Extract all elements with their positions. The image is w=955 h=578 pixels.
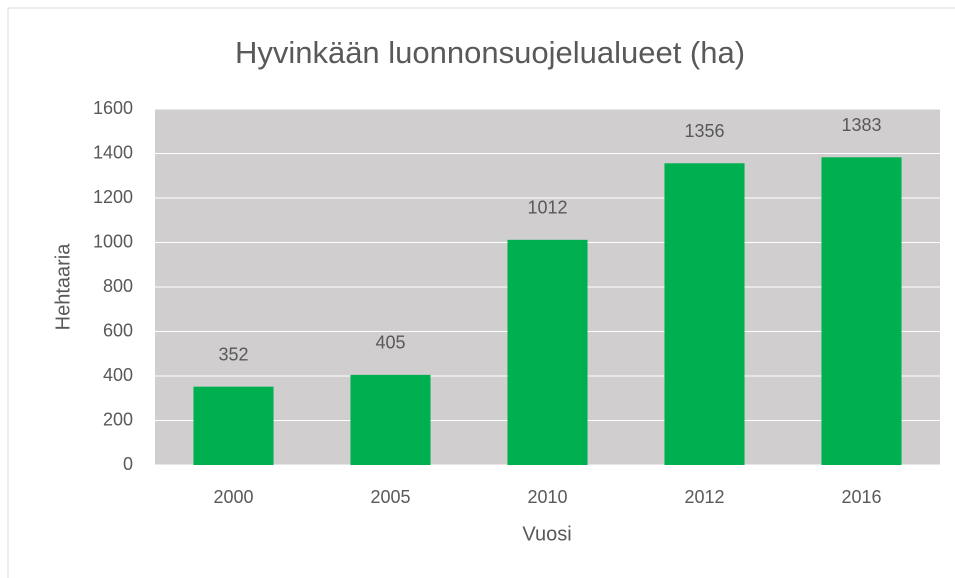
bar bbox=[193, 386, 274, 465]
chart-title: Hyvinkään luonnonsuojelualueet (ha) bbox=[235, 35, 745, 70]
y-tick-label: 1400 bbox=[93, 142, 133, 162]
data-label: 1383 bbox=[841, 115, 881, 135]
y-axis-label: Hehtaaria bbox=[52, 243, 74, 331]
x-tick-label: 2010 bbox=[527, 487, 567, 507]
bar bbox=[664, 163, 745, 466]
bar bbox=[350, 374, 431, 465]
data-label: 1012 bbox=[527, 198, 567, 218]
y-tick-label: 0 bbox=[123, 454, 133, 474]
y-tick-label: 600 bbox=[103, 320, 133, 340]
data-label: 352 bbox=[218, 344, 248, 364]
x-tick-label: 2000 bbox=[213, 487, 253, 507]
data-label: 405 bbox=[375, 333, 405, 353]
x-tick-label: 2012 bbox=[684, 487, 724, 507]
data-label: 1356 bbox=[684, 121, 724, 141]
bar bbox=[507, 239, 588, 465]
y-tick-label: 400 bbox=[103, 365, 133, 385]
y-tick-label: 1200 bbox=[93, 187, 133, 207]
x-axis-label: Vuosi bbox=[522, 523, 571, 545]
x-tick-label: 2016 bbox=[841, 487, 881, 507]
x-tick-label: 2005 bbox=[370, 487, 410, 507]
y-tick-label: 800 bbox=[103, 276, 133, 296]
bar bbox=[821, 157, 902, 465]
y-tick-label: 1000 bbox=[93, 231, 133, 251]
y-tick-label: 1600 bbox=[93, 98, 133, 118]
y-tick-label: 200 bbox=[103, 409, 133, 429]
